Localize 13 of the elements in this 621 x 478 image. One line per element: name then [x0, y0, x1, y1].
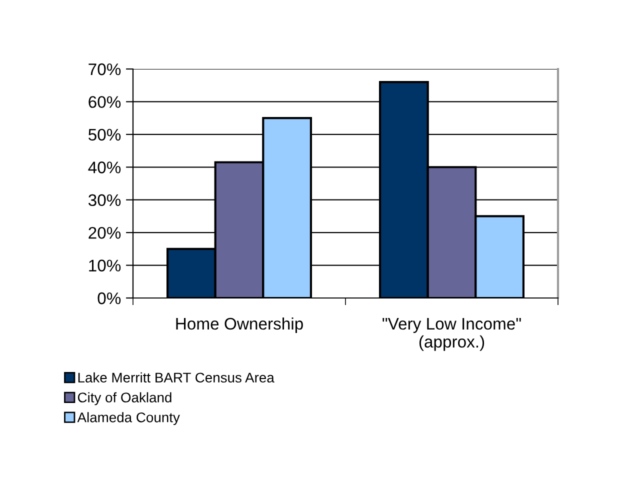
- y-tick-label: 60%: [88, 96, 121, 108]
- x-tick-label: "Very Low Income" (approx.): [382, 318, 521, 351]
- legend-label: Lake Merritt BART Census Area: [78, 372, 274, 383]
- y-tick-label: 0%: [98, 292, 121, 304]
- x-tick-label: Home Ownership: [176, 317, 303, 333]
- y-tick-label: 50%: [88, 128, 121, 141]
- y-tick-label: 40%: [88, 162, 121, 174]
- y-tick-label: 20%: [88, 226, 121, 239]
- legend-label: City of Oakland: [78, 392, 172, 406]
- y-tick-label: 30%: [88, 194, 121, 206]
- legend-label: Alameda County: [77, 412, 180, 426]
- y-tick-label: 10%: [89, 260, 121, 272]
- y-tick-label: 70%: [88, 63, 121, 76]
